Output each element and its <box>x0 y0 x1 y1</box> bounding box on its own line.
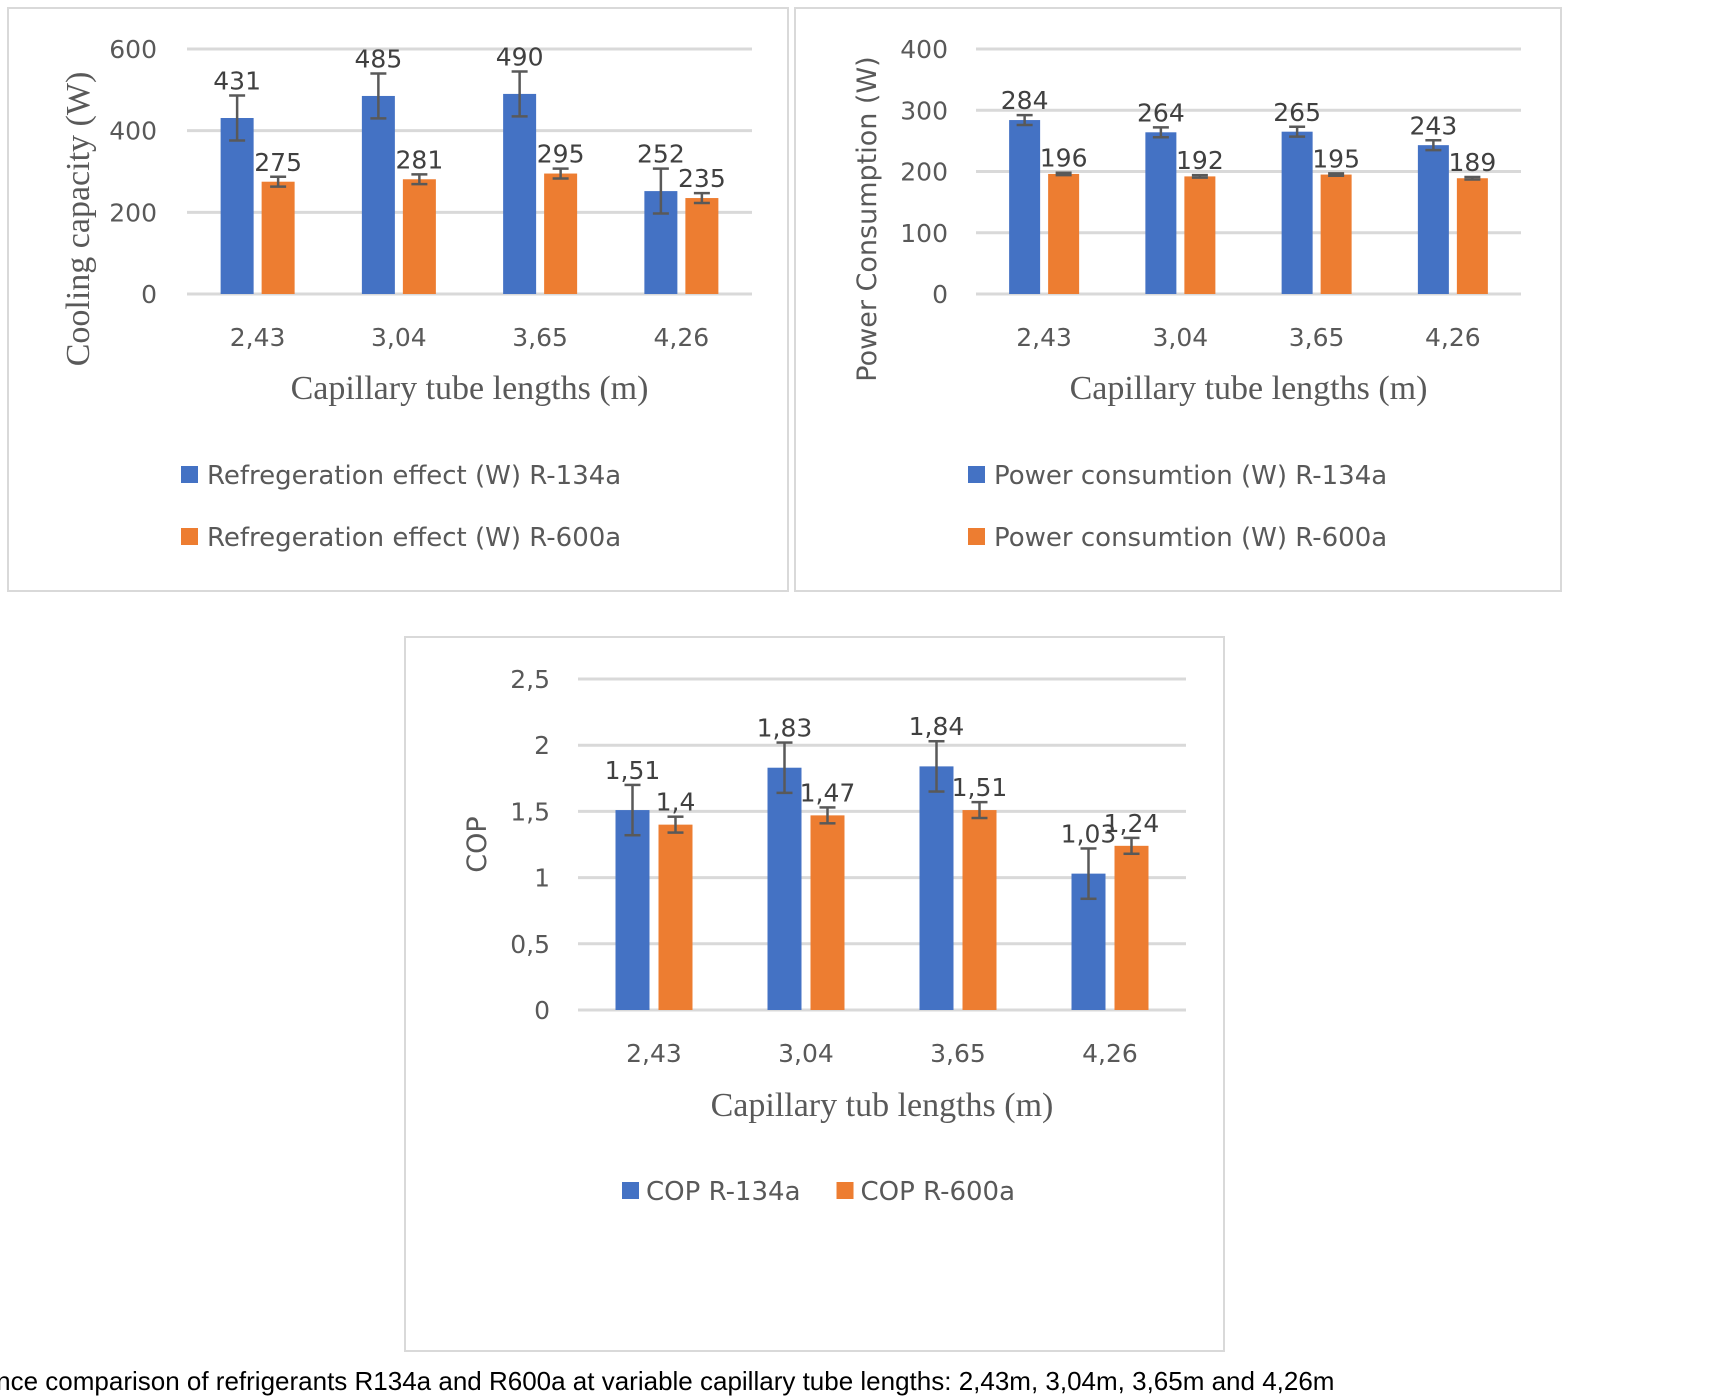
legend-swatch-r600a <box>968 528 985 545</box>
x-axis-title: Capillary tub lengths (m) <box>711 1087 1054 1124</box>
bar-r600a <box>1320 174 1352 294</box>
data-label: 295 <box>537 140 585 169</box>
legend-label: Power consumtion (W) R-134a <box>994 461 1387 491</box>
bar-r600a <box>962 810 997 1010</box>
bar-r600a <box>810 815 845 1010</box>
bar-r134a <box>220 118 254 294</box>
legend-label: Refregeration effect (W) R-134a <box>207 461 621 491</box>
cooling-capacity-chart-panel: 0 200 400 600 Cooling capacity (W) 431 275 2,43… <box>7 7 789 592</box>
y-tick-label: 0 <box>534 996 550 1025</box>
legend-swatch-r600a <box>181 528 198 545</box>
y-tick-label: 0 <box>141 280 157 309</box>
data-label: 431 <box>213 67 261 96</box>
data-label: 196 <box>1040 144 1088 173</box>
power-consumption-chart-panel: 0 100 200 300 400 Power Consumption (W) 284 196… <box>794 7 1562 592</box>
x-axis-title: Capillary tube lengths (m) <box>291 370 649 407</box>
data-label: 485 <box>355 45 403 74</box>
y-tick-label: 0 <box>932 280 948 309</box>
bar-r134a <box>615 810 650 1010</box>
y-tick-label: 400 <box>109 117 157 146</box>
x-tick-label: 2,43 <box>626 1039 682 1068</box>
data-label: 1,51 <box>605 756 661 785</box>
cop-chart-panel: 0 0,5 1 1,5 2 2,5 COP 1,51 1,4 2,43 1,83 1,47 3,04 1,… <box>404 636 1225 1352</box>
data-label: 1,83 <box>757 714 813 743</box>
data-label: 490 <box>496 42 544 71</box>
x-tick-label: 3,04 <box>1153 323 1209 352</box>
cooling-capacity-chart: 0 200 400 600 Cooling capacity (W) 431 275 2,43… <box>60 35 752 553</box>
data-label: 252 <box>637 140 685 169</box>
y-tick-label: 2,5 <box>510 665 550 694</box>
bar-r134a <box>1145 132 1177 294</box>
legend-swatch-r600a <box>836 1182 854 1199</box>
y-axis-title: Power Consumption (W) <box>852 56 883 381</box>
data-label: 265 <box>1273 98 1321 127</box>
data-label: 189 <box>1449 148 1497 177</box>
x-tick-label: 4,26 <box>1425 323 1481 352</box>
y-tick-label: 1 <box>534 864 550 893</box>
y-tick-label: 100 <box>900 219 948 248</box>
x-tick-label: 4,26 <box>654 323 710 352</box>
data-label: 1,51 <box>952 773 1008 802</box>
bar-r600a <box>1048 173 1080 294</box>
y-tick-label: 0,5 <box>510 930 550 959</box>
data-label: 1,47 <box>800 778 856 807</box>
power-consumption-chart: 0 100 200 300 400 Power Consumption (W) 284 196… <box>852 35 1521 553</box>
data-label: 192 <box>1176 146 1224 175</box>
bar-r134a <box>361 95 395 294</box>
data-label: 243 <box>1410 111 1458 140</box>
y-tick-label: 400 <box>900 35 948 64</box>
y-tick-label: 200 <box>900 158 948 187</box>
x-tick-label: 3,65 <box>930 1039 986 1068</box>
x-tick-label: 3,65 <box>1289 323 1345 352</box>
x-tick-label: 3,65 <box>512 323 568 352</box>
data-label: 195 <box>1312 144 1360 173</box>
figure-caption: ...ance comparison of refrigerants R134a… <box>0 1366 1335 1396</box>
legend-label: COP R-134a <box>646 1177 801 1207</box>
bar-r134a <box>1417 145 1449 294</box>
bar-r134a <box>1281 131 1313 294</box>
bar-r600a <box>685 198 719 294</box>
bar-r134a <box>919 766 954 1010</box>
y-tick-label: 300 <box>900 96 948 125</box>
bar-r134a <box>767 767 802 1010</box>
legend-swatch-r134a <box>622 1182 639 1199</box>
y-axis-title: COP <box>462 816 493 872</box>
x-tick-label: 2,43 <box>1016 323 1072 352</box>
y-axis-title: Cooling capacity (W) <box>60 72 97 367</box>
bar-r134a <box>1009 120 1041 294</box>
bar-r600a <box>261 181 295 294</box>
bar-r600a <box>544 173 578 294</box>
data-label: 281 <box>396 145 444 174</box>
data-label: 1,03 <box>1061 819 1117 848</box>
x-axis-title: Capillary tube lengths (m) <box>1070 370 1428 407</box>
y-tick-label: 200 <box>109 198 157 227</box>
bar-r600a <box>658 824 693 1010</box>
data-label: 264 <box>1137 98 1185 127</box>
legend-label: Refregeration effect (W) R-600a <box>207 523 621 553</box>
bar-r600a <box>1456 178 1488 294</box>
legend-label: COP R-600a <box>861 1177 1016 1207</box>
x-tick-label: 3,04 <box>778 1039 834 1068</box>
data-label: 1,84 <box>909 712 965 741</box>
y-tick-label: 2 <box>534 731 550 760</box>
bar-r600a <box>1184 176 1216 294</box>
data-label: 1,24 <box>1104 809 1160 838</box>
legend-swatch-r134a <box>181 466 198 483</box>
x-tick-label: 4,26 <box>1082 1039 1138 1068</box>
y-tick-label: 1,5 <box>510 797 550 826</box>
bar-r600a <box>402 179 436 294</box>
data-label: 275 <box>254 148 302 177</box>
cop-chart: 0 0,5 1 1,5 2 2,5 COP 1,51 1,4 2,43 1,83 1,47 3,04 1,… <box>462 665 1186 1207</box>
data-label: 1,4 <box>656 788 696 817</box>
x-tick-label: 3,04 <box>371 323 427 352</box>
bar-r600a <box>1114 845 1149 1010</box>
data-label: 235 <box>678 164 726 193</box>
bar-r134a <box>503 93 537 295</box>
y-tick-label: 600 <box>109 35 157 64</box>
x-tick-label: 2,43 <box>230 323 286 352</box>
legend-label: Power consumtion (W) R-600a <box>994 523 1387 553</box>
legend-swatch-r134a <box>968 466 985 483</box>
data-label: 284 <box>1001 86 1049 115</box>
